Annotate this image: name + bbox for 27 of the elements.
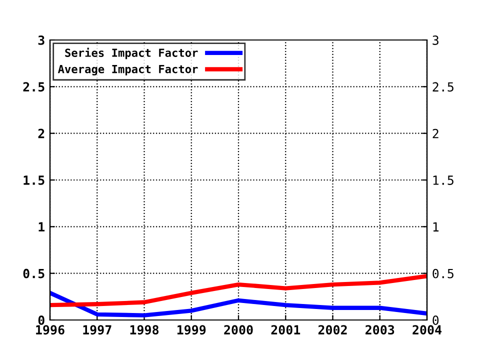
legend-label: Series Impact Factor (65, 48, 198, 60)
y2-tick-label: 0.5 (432, 268, 454, 278)
x-tick-label: 2001 (271, 325, 300, 335)
x-tick-label: 2000 (224, 325, 253, 335)
y-tick-label: 1 (38, 222, 45, 232)
y-tick-label: 0 (38, 315, 44, 325)
x-tick-label: 1998 (130, 325, 159, 335)
line-series (50, 274, 427, 308)
y-tick-label: 0.5 (23, 268, 44, 278)
y2-tick-label: 1.5 (433, 176, 454, 185)
y2-tick-label: 2 (432, 128, 438, 138)
legend-label: Average Impact Factor (58, 65, 198, 76)
x-tick-label: 2002 (318, 325, 347, 335)
x-tick-label: 1999 (177, 325, 206, 335)
x-tick-label: 1997 (83, 325, 112, 335)
line-series (50, 290, 427, 318)
y2-tick-label: 2.5 (432, 82, 454, 92)
y-tick-label: 2.5 (23, 82, 44, 92)
y-tick-label: 1.5 (24, 176, 44, 185)
y2-tick-label: 0 (432, 316, 439, 325)
x-tick-label: 2004 (412, 325, 442, 335)
y2-tick-label: 3 (432, 36, 438, 45)
y2-tick-label: 1 (433, 222, 439, 232)
x-tick-label: 2003 (366, 325, 394, 335)
x-tick-label: 1996 (36, 325, 64, 335)
y-tick-label: 3 (38, 35, 44, 45)
y-tick-label: 2 (38, 128, 44, 138)
